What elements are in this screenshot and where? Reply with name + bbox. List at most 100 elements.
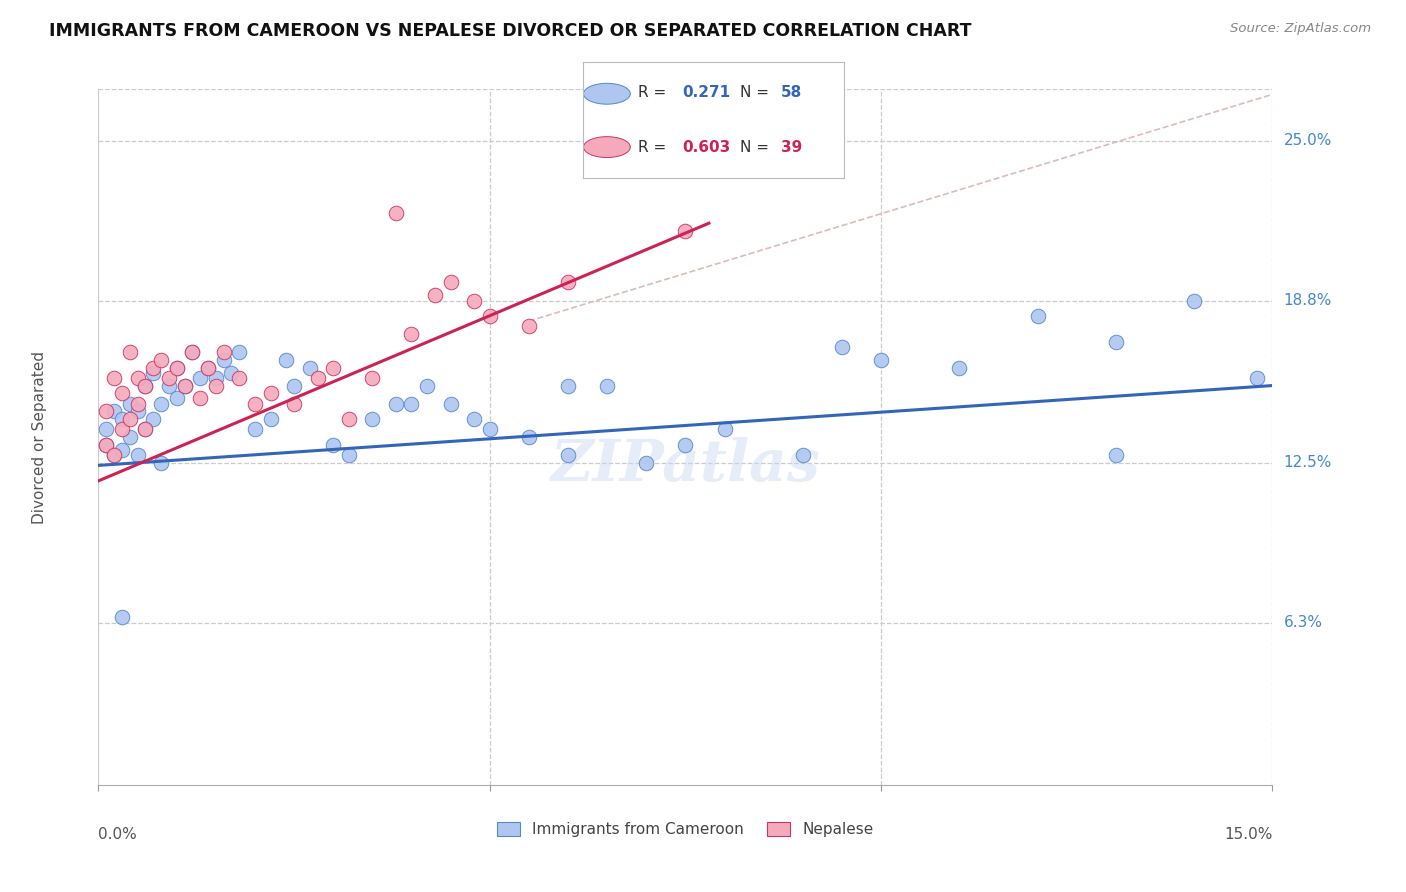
Point [205,371,228,385]
Point [1182,293,1205,308]
Text: Divorced or Separated: Divorced or Separated [32,351,48,524]
Point [166,360,188,375]
Point [259,412,281,426]
Point [157,371,180,385]
Text: 58: 58 [782,85,803,100]
Point [134,422,156,436]
Point [103,371,125,385]
Point [283,378,305,392]
Point [439,396,461,410]
Point [157,378,180,392]
Point [1246,371,1268,385]
Point [259,386,281,401]
Point [557,378,579,392]
Point [675,438,697,452]
Text: 0.271: 0.271 [682,85,731,100]
Point [831,340,853,354]
Point [103,448,125,462]
Point [134,422,156,436]
Point [243,396,266,410]
Point [134,378,156,392]
Point [596,378,619,392]
Point [188,371,211,385]
Text: ZIPatlas: ZIPatlas [551,437,820,493]
Point [416,378,439,392]
Point [118,412,141,426]
Point [173,378,195,392]
Point [1026,309,1049,323]
Point [127,404,149,418]
Point [150,456,173,470]
Point [337,448,360,462]
Point [134,378,156,392]
Point [322,360,344,375]
Point [361,371,384,385]
Point [111,386,134,401]
Point [870,352,893,367]
Point [111,422,134,436]
Text: 6.3%: 6.3% [1284,615,1323,630]
Point [173,378,195,392]
Text: 25.0%: 25.0% [1284,133,1331,148]
Point [478,309,501,323]
Point [401,326,423,341]
Circle shape [583,136,630,158]
Point [228,371,250,385]
Point [212,352,235,367]
Text: 15.0%: 15.0% [1225,827,1272,842]
Text: N =: N = [740,139,773,154]
Point [166,392,188,406]
Point [423,288,446,302]
Point [96,438,118,452]
Point [307,371,329,385]
Text: IMMIGRANTS FROM CAMEROON VS NEPALESE DIVORCED OR SEPARATED CORRELATION CHART: IMMIGRANTS FROM CAMEROON VS NEPALESE DIV… [49,22,972,40]
Point [111,412,134,426]
Point [792,448,814,462]
Point [478,422,501,436]
Point [463,293,485,308]
Point [197,360,219,375]
Point [1105,334,1128,349]
Point [385,206,408,220]
Text: N =: N = [740,85,773,100]
Point [118,430,141,444]
Point [243,422,266,436]
Point [150,352,173,367]
Point [181,345,204,359]
Point [150,396,173,410]
Point [713,422,735,436]
Point [298,360,321,375]
Point [181,345,204,359]
Point [322,438,344,452]
Point [557,276,579,290]
Point [361,412,384,426]
Point [197,360,219,375]
Text: R =: R = [638,85,671,100]
Legend: Immigrants from Cameroon, Nepalese: Immigrants from Cameroon, Nepalese [491,815,880,844]
Point [188,392,211,406]
Point [557,448,579,462]
Point [212,345,235,359]
Point [636,456,658,470]
Point [142,360,165,375]
Point [463,412,485,426]
Point [221,366,243,380]
Point [96,422,118,436]
Point [111,442,134,457]
Point [127,371,149,385]
Point [337,412,360,426]
Point [142,366,165,380]
Point [118,396,141,410]
Point [283,396,305,410]
Point [111,610,134,624]
Text: 0.0%: 0.0% [98,827,138,842]
Point [276,352,298,367]
Point [127,448,149,462]
Text: 12.5%: 12.5% [1284,455,1331,470]
Text: 39: 39 [782,139,803,154]
Point [103,404,125,418]
Point [517,430,540,444]
Point [166,360,188,375]
Point [948,360,970,375]
Circle shape [583,83,630,104]
